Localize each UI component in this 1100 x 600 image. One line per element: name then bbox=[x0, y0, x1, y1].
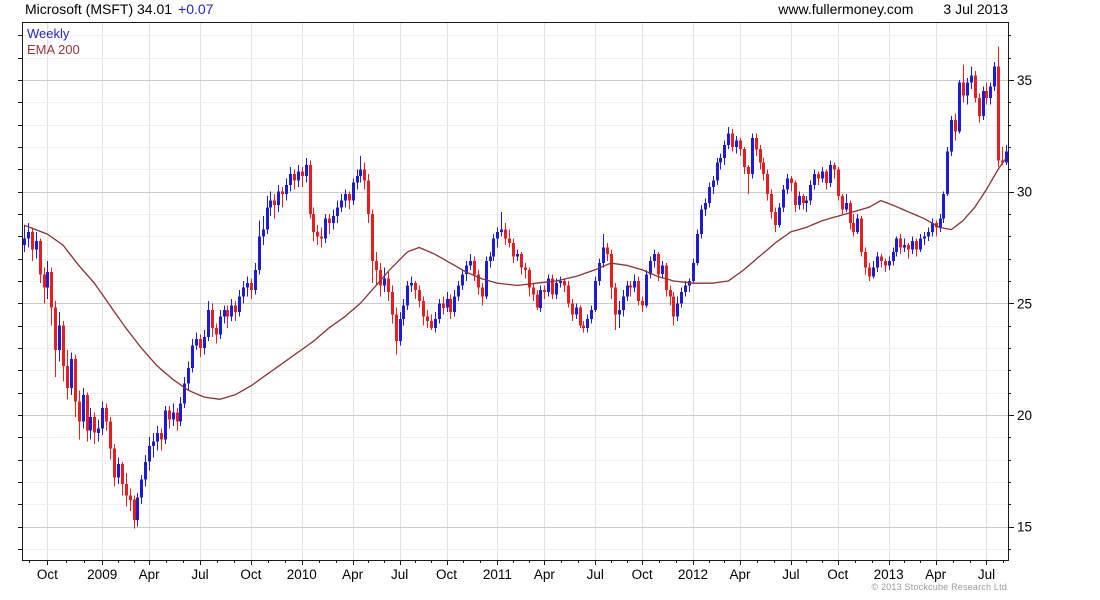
x-axis-label: 2010 bbox=[287, 567, 317, 582]
plot-border bbox=[22, 22, 1009, 561]
x-axis-label: Oct bbox=[37, 567, 58, 582]
date-text: 3 Jul 2013 bbox=[943, 1, 1008, 17]
x-axis-label: Apr bbox=[342, 567, 364, 582]
x-axis-label: 2011 bbox=[483, 567, 512, 582]
chart-header-right: www.fullermoney.com 3 Jul 2013 bbox=[778, 1, 1008, 17]
candlestick-series bbox=[23, 46, 1008, 529]
legend-ema-label: EMA 200 bbox=[27, 42, 80, 57]
ema-line bbox=[23, 157, 1007, 400]
copyright-text: © 2013 Stockcube Research Ltd bbox=[871, 582, 1007, 592]
x-axis-label: Oct bbox=[240, 567, 261, 582]
x-axis-label: 2013 bbox=[874, 567, 904, 582]
x-axis-label: Jul bbox=[191, 567, 208, 582]
chart-legend: Weekly EMA 200 bbox=[27, 26, 80, 58]
y-axis-label: 25 bbox=[1017, 296, 1032, 311]
x-axis-label: Apr bbox=[925, 567, 947, 582]
x-axis: Oct 2009 Apr Jul Oct 2010 Apr Jul Oct 2011 Apr Jul O… bbox=[29, 560, 1004, 582]
price-change: +0.07 bbox=[178, 1, 214, 17]
x-axis-label: Apr bbox=[139, 567, 161, 582]
x-axis-label: 2012 bbox=[678, 567, 708, 582]
x-axis-label: Oct bbox=[827, 567, 848, 582]
y-axis-label: 35 bbox=[1017, 73, 1032, 88]
x-axis-label: Jul bbox=[782, 567, 799, 582]
x-axis-label: Jul bbox=[587, 567, 604, 582]
y-axis-label: 30 bbox=[1017, 185, 1032, 200]
x-axis-label: Oct bbox=[632, 567, 653, 582]
x-axis-label: Apr bbox=[534, 567, 556, 582]
website-text: www.fullermoney.com bbox=[778, 1, 914, 17]
page-title: Microsoft (MSFT) 34.01 bbox=[25, 1, 173, 17]
x-axis-label: Jul bbox=[391, 567, 408, 582]
x-axis-label: Apr bbox=[729, 567, 751, 582]
x-axis-label: Jul bbox=[978, 567, 995, 582]
legend-weekly-label: Weekly bbox=[27, 26, 70, 41]
chart-header: Microsoft (MSFT) 34.01 +0.07 bbox=[25, 1, 213, 17]
y-axis: 15 20 25 30 35 bbox=[18, 35, 1032, 550]
x-axis-label: Oct bbox=[436, 567, 457, 582]
x-axis-label: 2009 bbox=[87, 567, 117, 582]
horizontal-gridlines bbox=[22, 35, 1008, 550]
y-axis-label: 20 bbox=[1017, 408, 1032, 423]
y-axis-label: 15 bbox=[1017, 520, 1032, 535]
